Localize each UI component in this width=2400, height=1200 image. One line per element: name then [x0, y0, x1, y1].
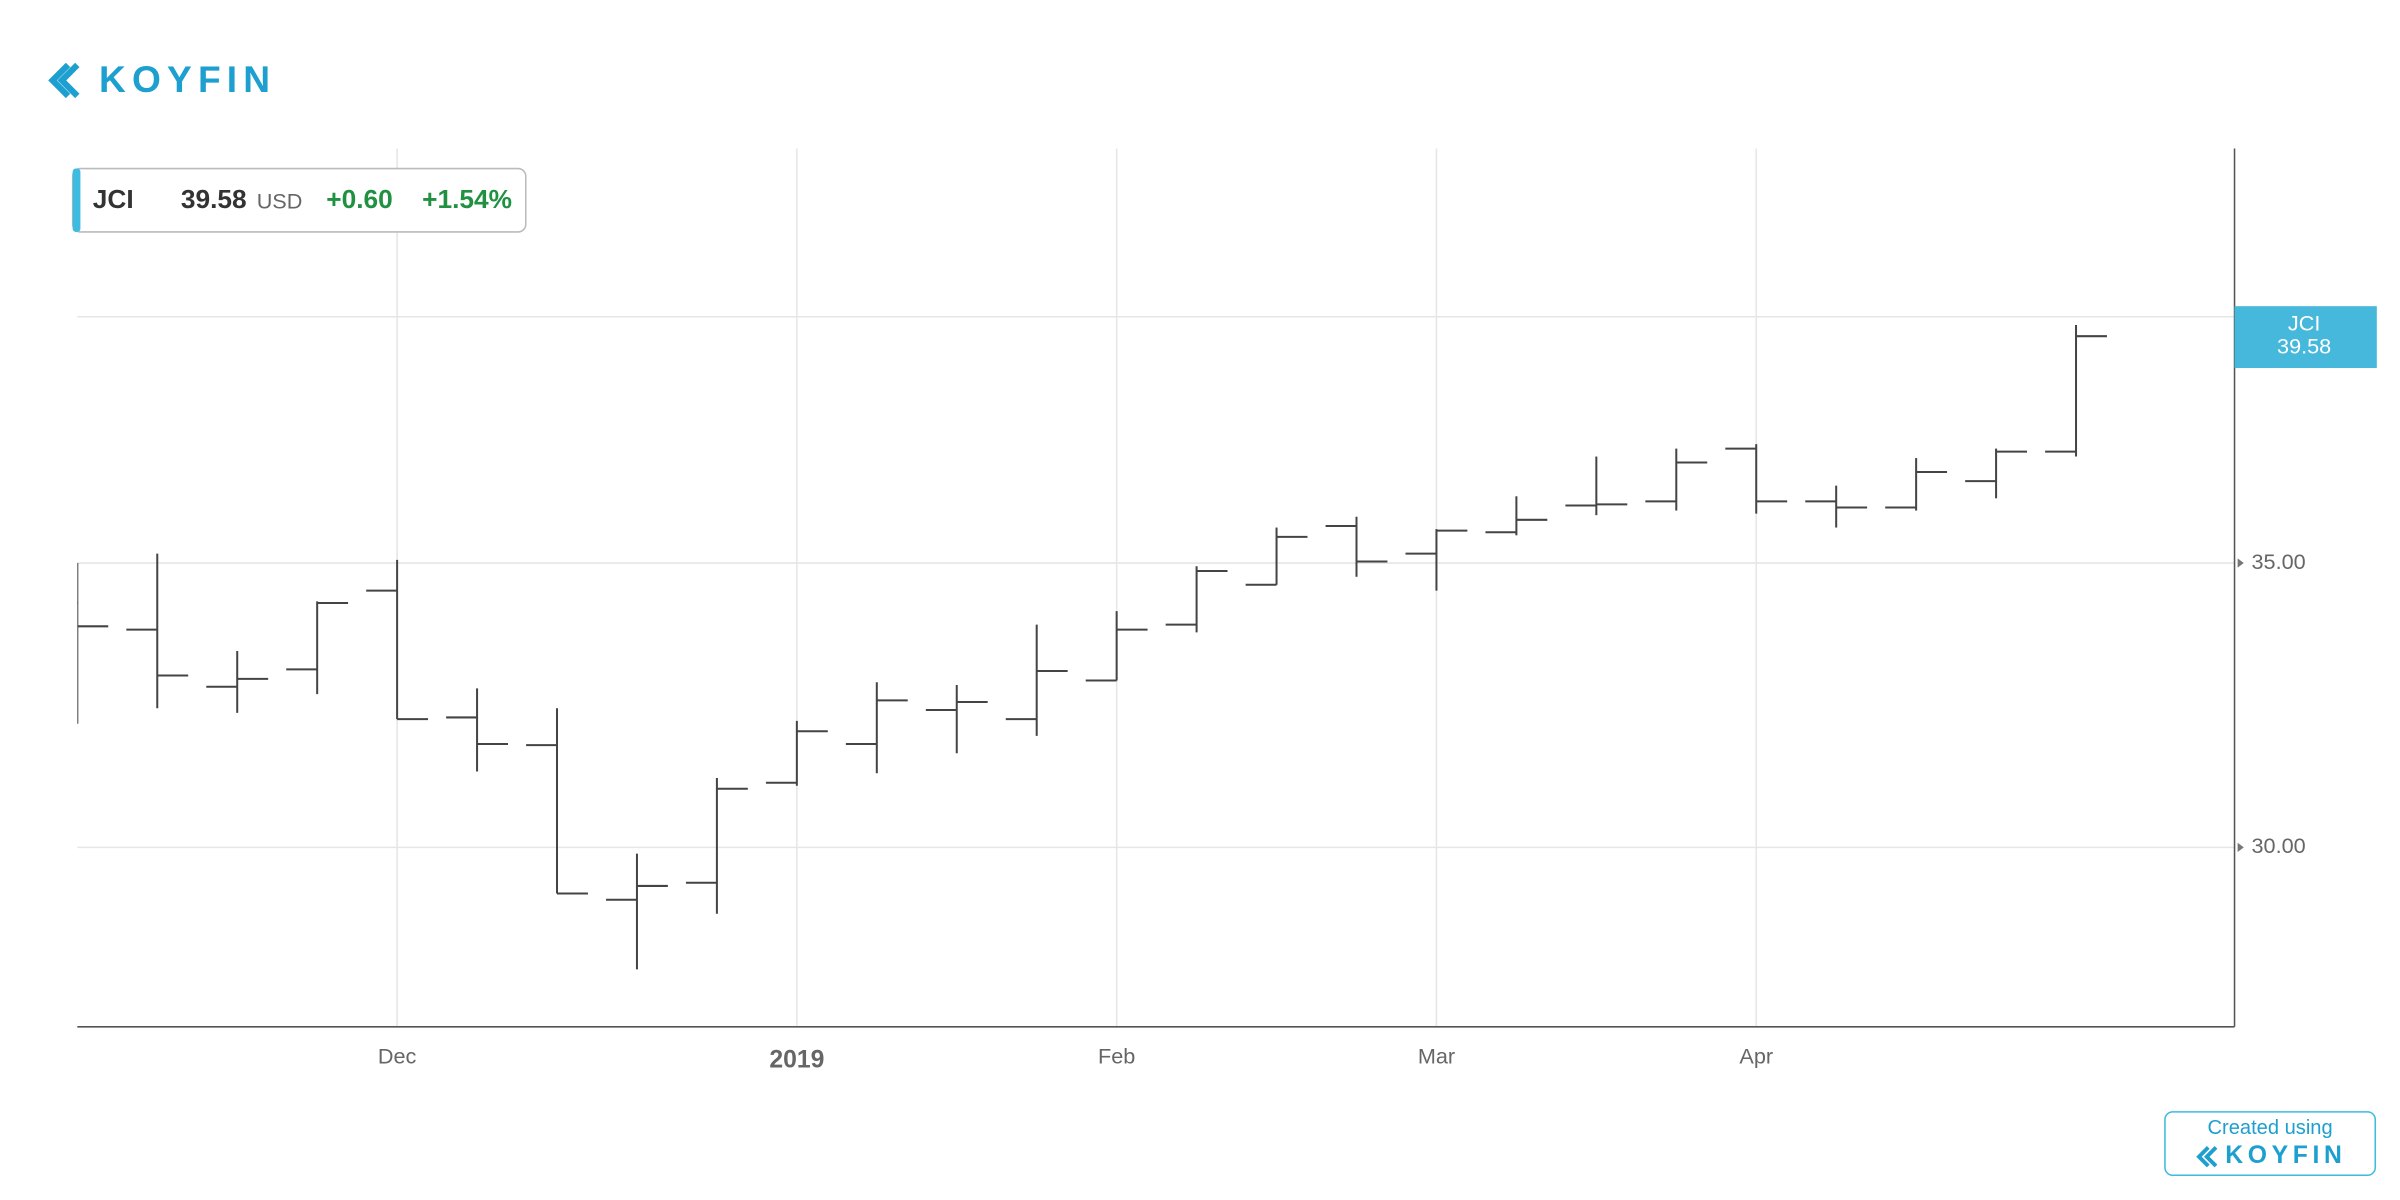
x-tick-label: Apr [1739, 1043, 1773, 1068]
y-tick-label: 30.00 [2252, 833, 2306, 858]
quote-header: JCI 39.58 USD +0.60 +1.54% [71, 167, 527, 233]
change-pct: +1.54% [422, 184, 512, 214]
x-tick-label: Dec [378, 1043, 417, 1068]
ticker: JCI [93, 184, 134, 214]
price: 39.58 [181, 184, 247, 214]
logo: KOYFIN [48, 58, 276, 100]
x-tick-label: 2019 [769, 1046, 824, 1073]
x-tick-label: Feb [1098, 1043, 1135, 1068]
footer-caption: Created using [2208, 1117, 2333, 1139]
grid [77, 148, 2235, 1027]
price-tag-price: 39.58 [2277, 334, 2331, 359]
change: +0.60 [326, 184, 392, 214]
footer-box [2164, 1111, 2377, 1177]
plot-area [77, 325, 2107, 970]
currency: USD [257, 188, 303, 213]
price-tag: JCI 39.58 [2234, 306, 2377, 369]
y-tick-label: 35.00 [2252, 549, 2306, 574]
y-tick [2237, 842, 2244, 853]
y-tick [2237, 558, 2244, 568]
price-tag-ticker: JCI [2288, 310, 2320, 335]
x-tick-label: Mar [1418, 1043, 1455, 1068]
footer-brand: KOYFIN [2225, 1142, 2346, 1169]
quote-accent [72, 168, 81, 232]
footer-badge: Created using KOYFIN [2164, 1111, 2377, 1177]
footer-icon [2196, 1146, 2218, 1168]
logo-icon [48, 62, 80, 99]
logo-text: KOYFIN [99, 58, 276, 100]
price-tag-box [2234, 306, 2377, 369]
